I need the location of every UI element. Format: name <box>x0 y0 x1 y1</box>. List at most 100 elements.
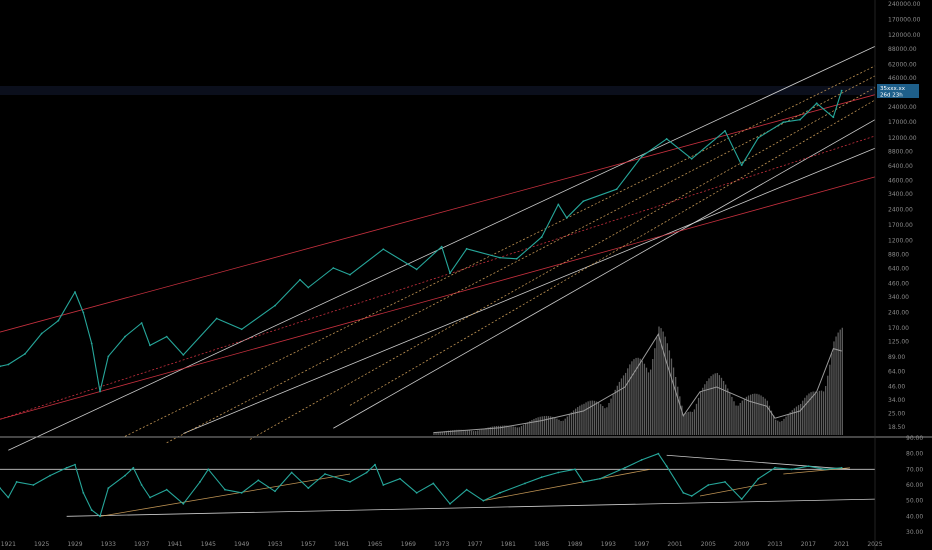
rsi-point <box>65 466 68 469</box>
volume-bar <box>541 416 543 435</box>
volume-bar <box>681 405 683 435</box>
rsi-tick-label: 80.00 <box>906 451 923 458</box>
rsi-point <box>49 474 51 477</box>
price-point <box>665 138 668 140</box>
volume-bar <box>816 392 818 435</box>
volume-bar <box>620 378 623 435</box>
volume-bar <box>658 326 660 435</box>
volume-bar <box>812 391 814 435</box>
volume-bar <box>841 327 843 435</box>
volume-bar <box>487 427 489 435</box>
y-tick-label: 640.00 <box>888 266 909 273</box>
trendlines <box>0 45 876 517</box>
price-point <box>540 236 543 238</box>
rsi-point <box>657 452 660 455</box>
y-tick-label: 460.00 <box>888 280 909 287</box>
volume-bar <box>635 357 637 435</box>
rsi-point <box>365 471 368 474</box>
price-point <box>40 332 43 335</box>
x-tick-label: 2025 <box>867 541 882 548</box>
rsi-point <box>540 476 543 479</box>
volume-bar <box>514 426 516 435</box>
volume-bar <box>668 350 671 435</box>
volume-bar <box>718 375 721 435</box>
current-price-box <box>877 84 919 98</box>
volume-bar <box>543 416 546 435</box>
volume-bar <box>727 388 729 435</box>
volume-bar <box>518 427 521 435</box>
volume-bar <box>716 372 718 435</box>
x-tick-label: 1977 <box>467 541 482 548</box>
rsi-point <box>499 491 501 494</box>
rsi-point <box>757 477 760 480</box>
volume-bar <box>677 386 679 435</box>
rsi-point <box>740 498 743 500</box>
price-point <box>557 203 560 206</box>
volume-bar <box>706 381 708 435</box>
volume-bar <box>456 429 458 435</box>
volume-bar <box>583 403 585 435</box>
price-point <box>149 344 151 347</box>
volume-bar <box>608 402 610 435</box>
price-point <box>107 355 110 358</box>
x-tick-label: 1981 <box>501 541 516 548</box>
volume-bar <box>606 407 608 435</box>
x-axis-ticks: 1921 1925 1929 1933 1937 1941 1945 1949 1953 1957… <box>1 541 883 548</box>
volume-bar <box>570 412 573 435</box>
volume-bar <box>558 419 560 435</box>
volume-bar <box>633 359 635 435</box>
rsi-point <box>432 482 435 485</box>
volume-bar <box>525 423 527 435</box>
volume-bar <box>537 417 539 435</box>
volume-bar <box>645 367 648 435</box>
volume-bar <box>581 404 583 435</box>
volume-bar <box>593 400 596 435</box>
y-tick-label: 1700.00 <box>888 222 913 229</box>
volume-bar <box>550 416 552 435</box>
x-tick-label: 2021 <box>834 541 849 548</box>
price-trendline <box>183 147 876 434</box>
volume-bar <box>831 353 833 435</box>
price-point <box>565 216 568 219</box>
rsi-point <box>224 488 226 491</box>
price-point <box>182 353 185 356</box>
volume-bar <box>556 418 558 435</box>
rsi-point <box>840 466 843 469</box>
volume-bar <box>750 394 752 435</box>
rsi-point <box>524 482 526 485</box>
volume-bar <box>756 393 758 435</box>
x-tick-label: 1945 <box>201 541 216 548</box>
volume-bar <box>697 397 700 435</box>
rsi-point <box>82 491 85 494</box>
volume-bar <box>531 419 533 435</box>
volume-bar <box>572 410 575 435</box>
volume-bar <box>527 422 529 435</box>
x-tick-label: 1949 <box>234 541 249 548</box>
volume-bar <box>795 406 798 435</box>
volume-bar <box>650 369 652 435</box>
volume-bar <box>754 393 756 435</box>
volume-bar <box>839 329 841 435</box>
volume-bar <box>529 421 531 435</box>
volume-bar <box>589 400 591 435</box>
price-point <box>382 248 385 251</box>
volume-bar <box>447 430 450 435</box>
volume-bar <box>539 416 541 435</box>
volume-bar <box>814 391 816 435</box>
volume-bar <box>612 394 614 435</box>
volume-bar <box>752 393 754 435</box>
price-trendline <box>249 87 876 440</box>
volume-bar <box>439 431 441 435</box>
x-tick-label: 1921 <box>1 541 16 548</box>
volume-bar <box>502 425 504 435</box>
volume-bar <box>616 385 618 435</box>
volume-bar <box>779 421 781 435</box>
price-point <box>74 291 76 293</box>
volume-bar <box>483 428 485 435</box>
rsi-point <box>199 480 201 483</box>
volume-bar <box>675 376 677 435</box>
rsi-point <box>582 480 585 483</box>
rsi-point <box>324 473 326 475</box>
y-tick-label: 120000.00 <box>888 32 921 39</box>
